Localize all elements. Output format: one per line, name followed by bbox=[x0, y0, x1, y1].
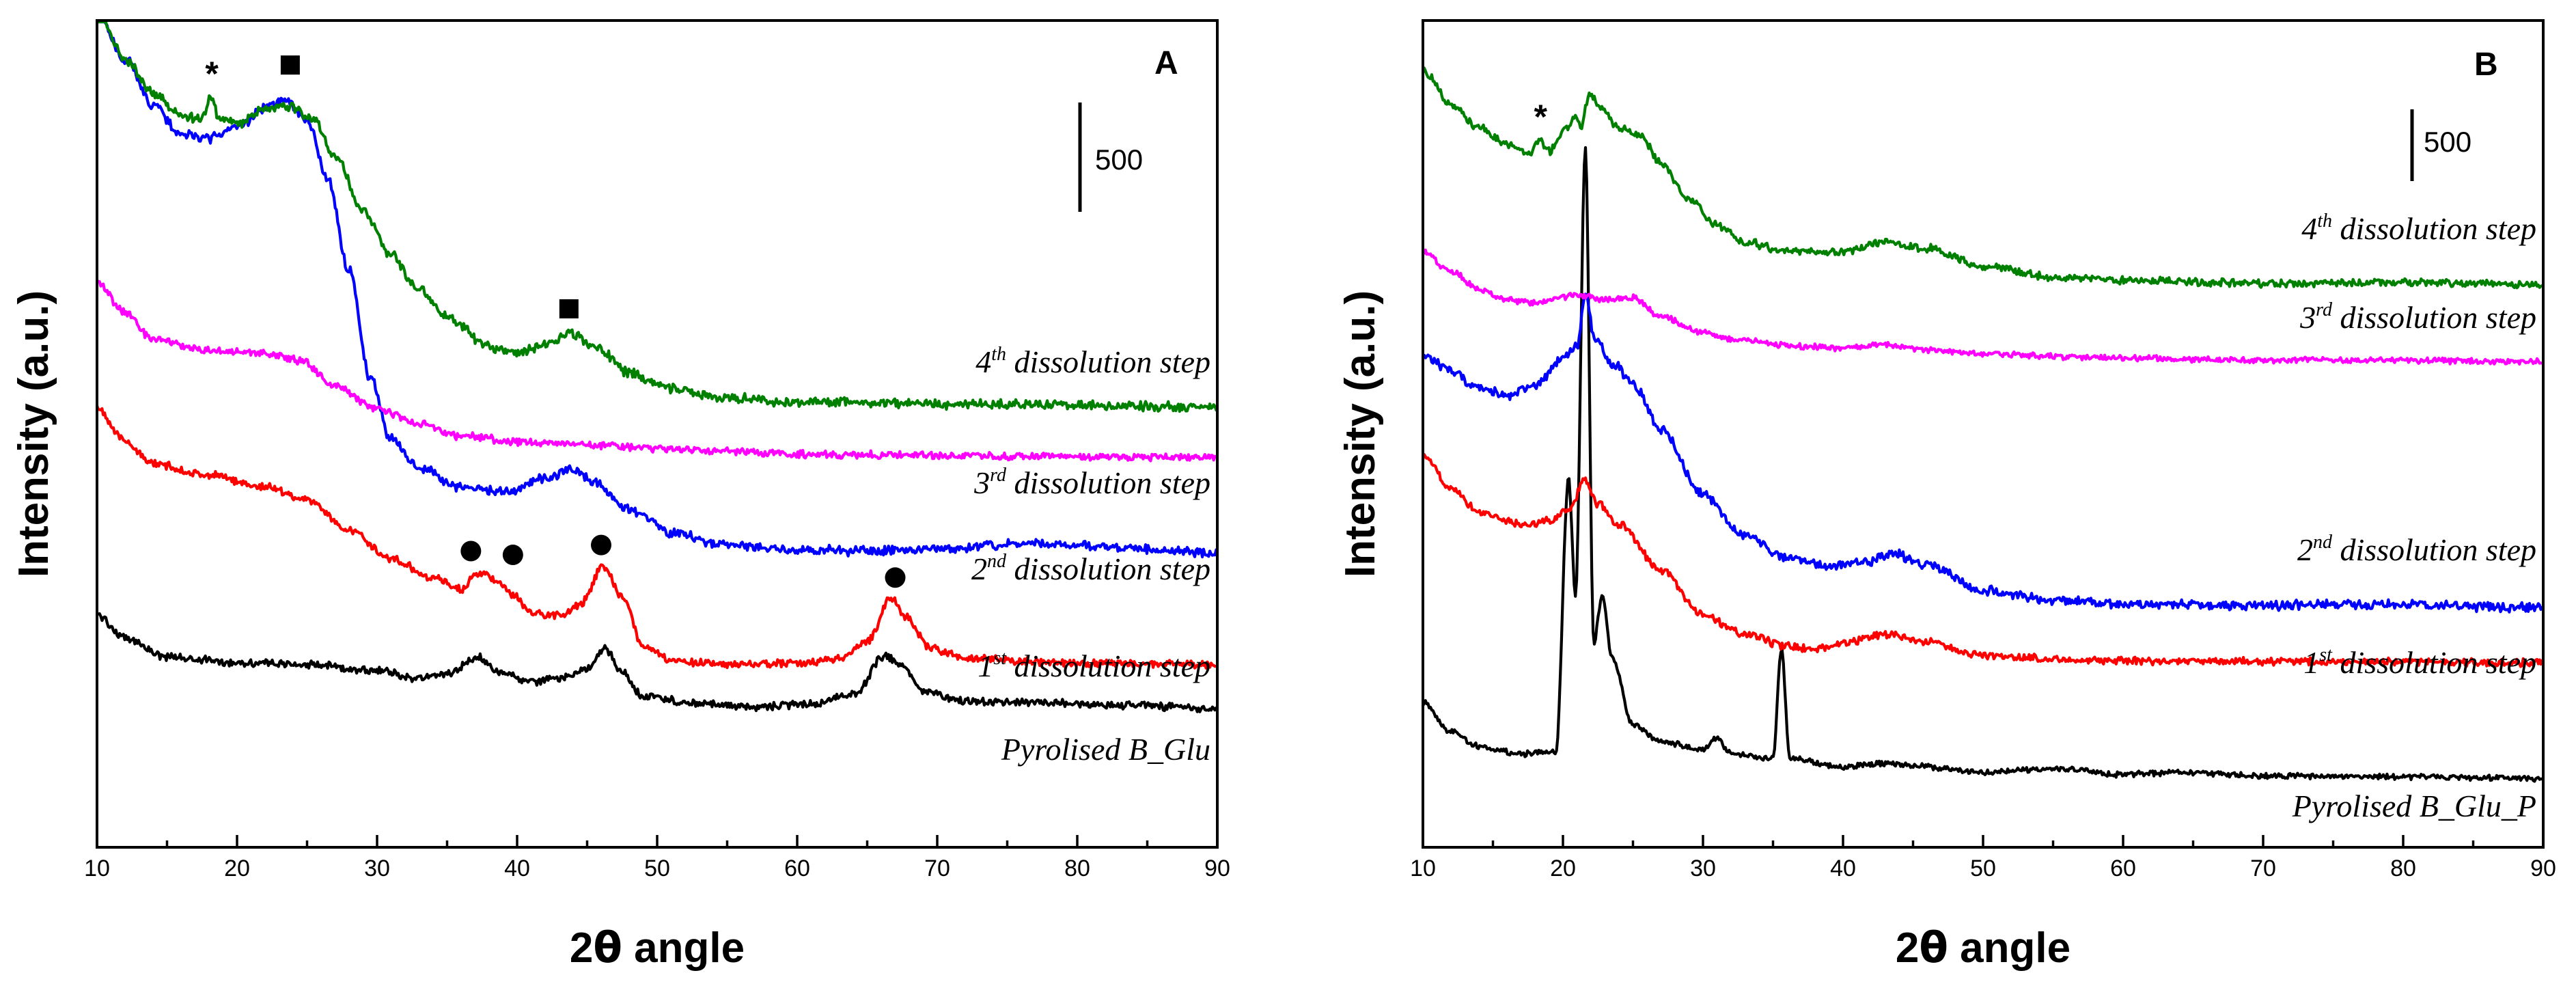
x-title-prefix: 2 bbox=[1896, 925, 1919, 972]
x-tick-label: 40 bbox=[504, 855, 530, 881]
x-tick-label: 50 bbox=[1970, 855, 1996, 881]
series-line-red bbox=[95, 404, 1218, 670]
curve-label-tail: dissolution step bbox=[2332, 300, 2536, 335]
series-line-green bbox=[95, 20, 1218, 413]
curve-label-tail: dissolution step bbox=[1006, 648, 1210, 683]
curve-label-superscript: th bbox=[2317, 210, 2332, 232]
x-title-suffix: angle bbox=[622, 925, 745, 972]
theta-glyph: θ bbox=[593, 922, 622, 972]
curve-label-green: 4th dissolution step bbox=[2301, 210, 2536, 246]
curve-label-superscript: th bbox=[991, 344, 1006, 365]
panel-b-peak-markers: * bbox=[1534, 98, 1547, 136]
curve-label-superscript: st bbox=[2319, 644, 2333, 666]
panel-a-y-axis-title: Intensity (a.u.) bbox=[10, 290, 57, 577]
x-tick-label: 80 bbox=[1064, 855, 1090, 881]
curve-label-superscript: st bbox=[993, 648, 1007, 669]
asterisk-marker: * bbox=[205, 55, 219, 93]
curve-label-black: Pyrolised B_Glu_P bbox=[2292, 789, 2536, 823]
panel-b-scale-label: 500 bbox=[2424, 126, 2471, 158]
series-line-red bbox=[1421, 452, 2544, 668]
circle-marker bbox=[460, 540, 482, 562]
panel-b: * 10 20 30 40 50 60 70 80 90 B 500 Pyrolised B_G… bbox=[1337, 19, 2556, 972]
x-tick-label: 10 bbox=[84, 855, 110, 881]
x-tick-label: 70 bbox=[924, 855, 950, 881]
series-line-magenta bbox=[1421, 248, 2544, 366]
curve-label-superscript: rd bbox=[990, 465, 1007, 486]
x-tick-label: 90 bbox=[2530, 855, 2556, 881]
curve-label-main: 2 bbox=[2297, 532, 2313, 567]
series-line-black bbox=[95, 612, 1218, 713]
x-tick-label: 60 bbox=[2110, 855, 2136, 881]
curve-label-superscript: rd bbox=[2316, 299, 2333, 320]
square-marker bbox=[559, 299, 579, 318]
curve-label-green: 4th dissolution step bbox=[975, 344, 1210, 379]
panel-a-x-ticks: 10 20 30 40 50 60 70 80 90 bbox=[84, 835, 1230, 881]
x-title-prefix: 2 bbox=[570, 925, 593, 972]
curve-label-tail: dissolution step bbox=[1006, 465, 1210, 500]
circle-marker bbox=[502, 545, 523, 566]
curve-label-main: Pyrolised B_Glu bbox=[1001, 732, 1210, 767]
curve-label-blue: 2nd dissolution step bbox=[2297, 532, 2536, 567]
asterisk-marker: * bbox=[1534, 98, 1547, 136]
circle-marker bbox=[591, 534, 611, 556]
series-line-magenta bbox=[95, 279, 1218, 463]
x-tick-label: 70 bbox=[2250, 855, 2276, 881]
theta-glyph: θ bbox=[1919, 922, 1948, 972]
curve-label-main: 3 bbox=[973, 465, 990, 500]
square-marker bbox=[280, 55, 300, 75]
series-line-black bbox=[1421, 146, 2544, 783]
x-title-suffix: angle bbox=[1948, 925, 2071, 972]
curve-label-main: Pyrolised B_Glu_P bbox=[2292, 789, 2536, 823]
x-tick-label: 20 bbox=[224, 855, 250, 881]
panel-b-x-axis-title: 2θ angle bbox=[1896, 922, 2071, 972]
panel-b-series bbox=[1421, 66, 2544, 783]
panel-a: * 10 20 30 40 50 60 70 80 90 A 500 Pyrolised B_G… bbox=[10, 19, 1230, 972]
curve-label-magenta: 3rd dissolution step bbox=[2299, 299, 2536, 335]
panel-b-letter: B bbox=[2474, 46, 2498, 83]
panel-a-peak-markers: * bbox=[205, 55, 906, 588]
x-tick-label: 30 bbox=[1690, 855, 1716, 881]
curve-label-tail: dissolution step bbox=[1006, 551, 1210, 586]
curve-label-main: 1 bbox=[978, 648, 993, 683]
curve-label-tail: dissolution step bbox=[1006, 344, 1210, 379]
panel-b-x-ticks: 10 20 30 40 50 60 70 80 90 bbox=[1410, 835, 2556, 881]
circle-marker bbox=[885, 567, 906, 588]
x-tick-label: 90 bbox=[1204, 855, 1230, 881]
curve-label-magenta: 3rd dissolution step bbox=[973, 465, 1210, 500]
panel-a-letter: A bbox=[1154, 45, 1178, 81]
curve-label-blue: 2nd dissolution step bbox=[971, 551, 1210, 586]
x-tick-label: 30 bbox=[364, 855, 390, 881]
panel-b-y-axis-title: Intensity (a.u.) bbox=[1337, 290, 1384, 577]
x-tick-label: 60 bbox=[784, 855, 810, 881]
x-tick-label: 50 bbox=[644, 855, 670, 881]
panel-a-series bbox=[95, 20, 1218, 713]
curve-label-tail: dissolution step bbox=[2332, 532, 2536, 567]
panel-a-frame bbox=[96, 19, 1219, 849]
x-tick-label: 20 bbox=[1550, 855, 1576, 881]
curve-label-red: 1st dissolution step bbox=[2303, 644, 2536, 680]
curve-label-main: 1 bbox=[2303, 645, 2319, 680]
curve-label-main: 3 bbox=[2299, 300, 2316, 335]
curve-label-red: 1st dissolution step bbox=[978, 648, 1210, 683]
curve-label-main: 4 bbox=[975, 344, 991, 379]
x-tick-label: 40 bbox=[1830, 855, 1856, 881]
series-line-blue bbox=[1421, 292, 2544, 614]
curve-label-main: 4 bbox=[2301, 211, 2317, 246]
curve-label-black: Pyrolised B_Glu bbox=[1001, 732, 1210, 767]
x-tick-label: 10 bbox=[1410, 855, 1436, 881]
curve-label-superscript: nd bbox=[987, 551, 1007, 572]
curve-label-superscript: nd bbox=[2313, 532, 2333, 553]
series-line-green bbox=[1421, 66, 2544, 290]
curve-label-tail: dissolution step bbox=[2332, 211, 2536, 246]
panel-a-scale-label: 500 bbox=[1095, 143, 1143, 176]
curve-label-main: 2 bbox=[971, 551, 987, 586]
curve-label-tail: dissolution step bbox=[2332, 645, 2536, 680]
x-tick-label: 80 bbox=[2390, 855, 2416, 881]
panel-a-x-axis-title: 2θ angle bbox=[570, 922, 745, 972]
